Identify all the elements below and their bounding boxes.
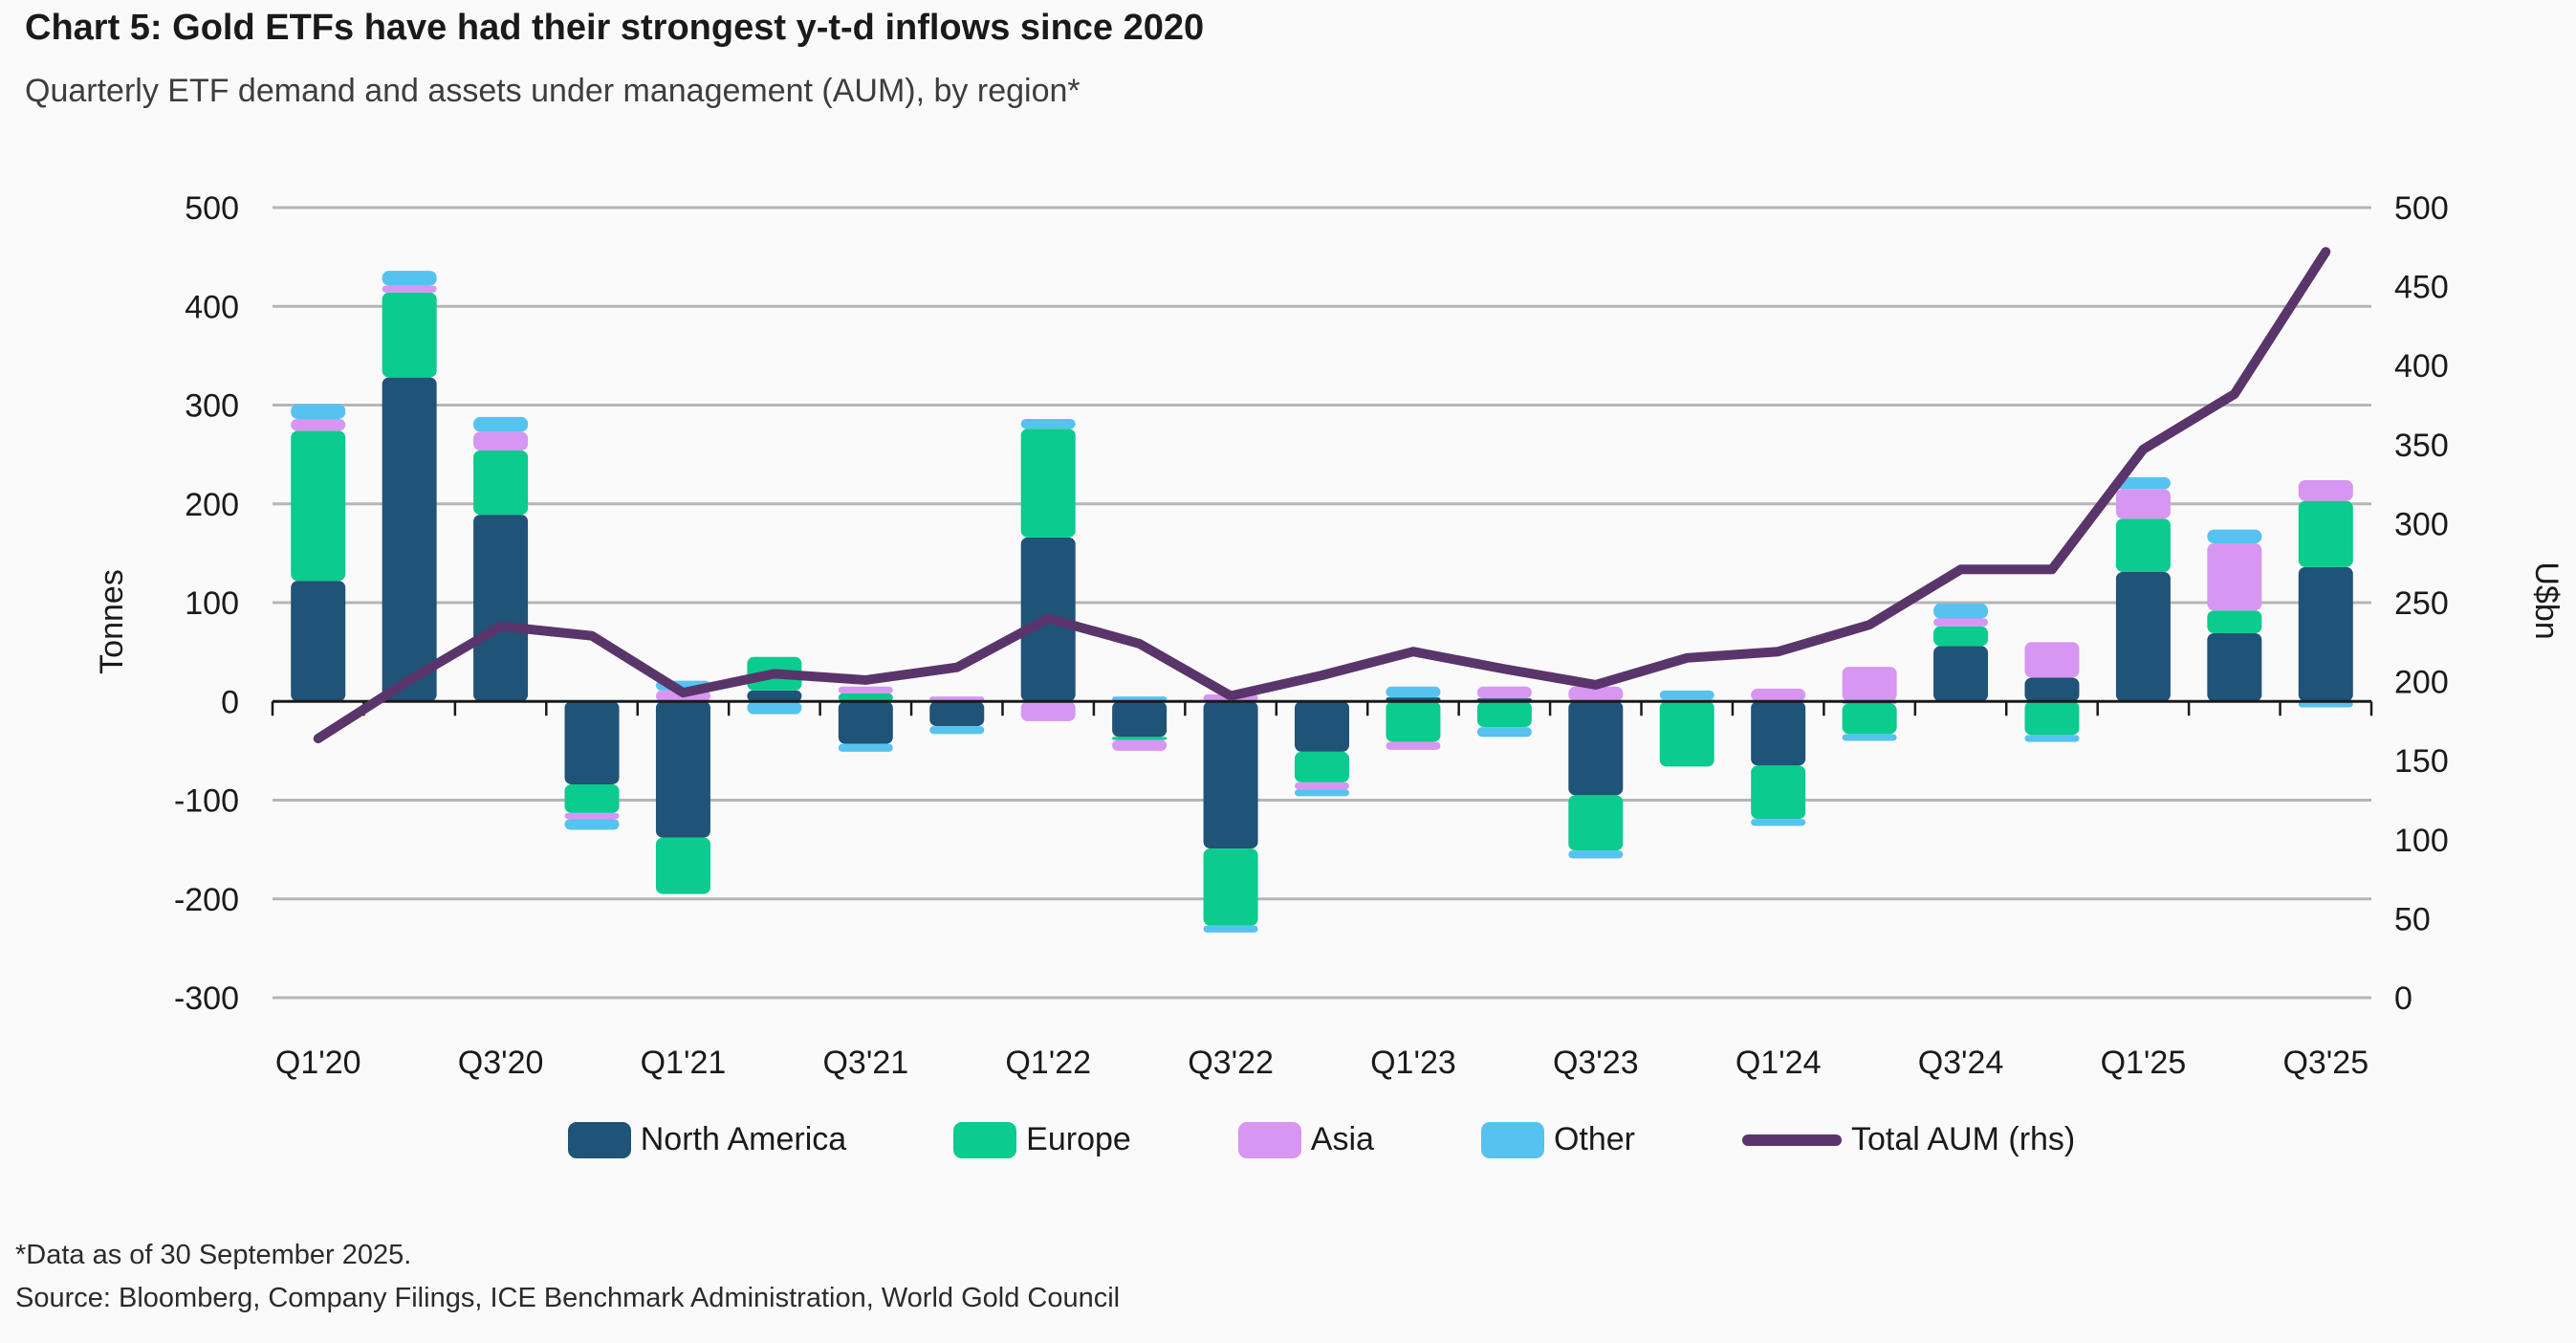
x-axis-tick-label: Q3'22 [1188, 1045, 1274, 1081]
left-axis-tick-label: 400 [185, 289, 239, 325]
x-axis-tick-label: Q1'22 [1005, 1045, 1091, 1081]
x-axis-tick-label: Q3'23 [1553, 1045, 1639, 1081]
left-axis-tick-label: 200 [185, 487, 239, 523]
legend-label: Total AUM (rhs) [1850, 1121, 2076, 1157]
right-axis-title: U$bn [2528, 561, 2565, 639]
legend-label: Asia [1310, 1121, 1374, 1157]
right-axis-tick-label: 450 [2394, 270, 2449, 306]
left-axis-tick-label: 100 [185, 585, 239, 622]
chart-title: Chart 5: Gold ETFs have had their strong… [25, 8, 1205, 48]
left-axis-tick-label: -200 [174, 882, 239, 918]
right-axis-tick-label: 500 [2394, 190, 2449, 227]
legend-item-other: Other [1480, 1121, 1635, 1158]
x-axis-tick-label: Q3'21 [822, 1045, 908, 1081]
footnote-data-asof: *Data as of 30 September 2025. [15, 1240, 412, 1270]
north-america-swatch [567, 1121, 631, 1158]
chart-subtitle: Quarterly ETF demand and assets under ma… [25, 73, 1081, 109]
right-axis-tick-label: 100 [2394, 823, 2449, 859]
left-axis-tick-label: 0 [221, 684, 239, 720]
x-axis-tick-label: Q1'20 [275, 1045, 361, 1081]
left-axis-title: Tonnes [94, 569, 130, 674]
left-axis-tick-label: -300 [174, 980, 239, 1017]
right-axis-tick-label: 50 [2394, 901, 2431, 937]
asia-swatch [1237, 1121, 1301, 1158]
right-axis-tick-label: 300 [2394, 506, 2449, 542]
right-axis-tick-label: 250 [2394, 585, 2449, 622]
legend-item-total-aum: Total AUM (rhs) [1741, 1121, 2076, 1158]
right-axis-tick-label: 400 [2394, 348, 2449, 385]
other-swatch [1480, 1121, 1544, 1158]
legend-label: Europe [1026, 1121, 1131, 1157]
legend: North America Europe Asia Other Total AU… [33, 1121, 2576, 1158]
right-axis-tick-label: 0 [2394, 980, 2412, 1017]
x-axis-tick-label: Q3'20 [458, 1045, 544, 1081]
footnote-source: Source: Bloomberg, Company Filings, ICE … [15, 1283, 1121, 1313]
right-axis-tick-label: 350 [2394, 428, 2449, 464]
left-axis-tick-label: 300 [185, 388, 239, 425]
legend-label: Other [1553, 1121, 1635, 1157]
x-axis-tick-label: Q3'25 [2282, 1045, 2369, 1081]
total-aum-line-swatch [1741, 1134, 1842, 1146]
x-axis-tick-label: Q1'24 [1736, 1045, 1822, 1081]
legend-item-north-america: North America [567, 1121, 847, 1158]
x-axis-tick-label: Q1'21 [641, 1045, 727, 1081]
legend-label: North America [640, 1121, 847, 1157]
plot-area: 5004003002001000-100-200-300500450400350… [174, 190, 2449, 1081]
legend-item-europe: Europe [953, 1121, 1131, 1158]
left-axis-tick-label: 500 [185, 190, 239, 227]
right-axis-tick-label: 200 [2394, 665, 2449, 701]
x-axis-tick-label: Q1'25 [2101, 1045, 2187, 1081]
x-axis-tick-label: Q3'24 [1918, 1045, 2004, 1081]
legend-item-asia: Asia [1237, 1121, 1374, 1158]
x-axis-tick-label: Q1'23 [1370, 1045, 1456, 1081]
right-axis-tick-label: 150 [2394, 743, 2449, 780]
europe-swatch [953, 1121, 1017, 1158]
left-axis-tick-label: -100 [174, 783, 239, 820]
